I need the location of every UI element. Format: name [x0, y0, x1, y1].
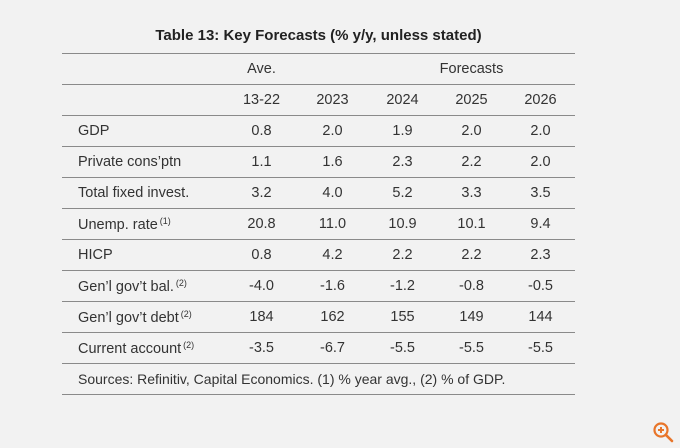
table-cell: 162 [297, 301, 368, 333]
table-cell: 2.0 [297, 115, 368, 147]
row-label: Gen’l gov’t debt (2) [62, 301, 226, 333]
table-cell: 1.6 [297, 146, 368, 178]
table-cell: -1.2 [368, 270, 437, 302]
table-cell: -6.7 [297, 332, 368, 364]
footnote-marker: (2) [183, 339, 195, 350]
table-cell: -5.5 [506, 332, 575, 364]
table-cell: 2.3 [506, 239, 575, 271]
table-cell: 4.2 [297, 239, 368, 271]
table-row: HICP 0.8 4.2 2.2 2.2 2.3 [62, 239, 575, 271]
table-cell: 2.0 [506, 146, 575, 178]
table-cell: 10.1 [437, 208, 506, 240]
year-header: 2026 [506, 84, 575, 116]
table-cell: 11.0 [297, 208, 368, 240]
table-cell: 2.2 [437, 146, 506, 178]
sources-row: Sources: Refinitiv, Capital Economics. (… [62, 363, 575, 395]
row-label: Current account (2) [62, 332, 226, 364]
table-cell: 20.8 [226, 208, 297, 240]
row-label: Unemp. rate (1) [62, 208, 226, 240]
table-cell: 2.0 [506, 115, 575, 147]
table-cell: 0.8 [226, 239, 297, 271]
table-row: GDP 0.8 2.0 1.9 2.0 2.0 [62, 115, 575, 147]
table-cell: 2.2 [368, 239, 437, 271]
table-cell: -0.8 [437, 270, 506, 302]
footnote-marker: (2) [175, 277, 187, 288]
header-row-group: Ave. Forecasts [62, 53, 575, 85]
footnote-marker: (2) [180, 308, 192, 319]
table-cell: 2.2 [437, 239, 506, 271]
table-cell: 3.3 [437, 177, 506, 209]
row-label: HICP [62, 239, 226, 271]
table-cell: 3.2 [226, 177, 297, 209]
table-cell: -4.0 [226, 270, 297, 302]
table-cell: 3.5 [506, 177, 575, 209]
table-row: Gen’l gov’t bal. (2) -4.0 -1.6 -1.2 -0.8 -0.5 [62, 270, 575, 302]
year-header: 2025 [437, 84, 506, 116]
table-row: Current account (2) -3.5 -6.7 -5.5 -5.5 -5.5 [62, 332, 575, 364]
row-label: Gen’l gov’t bal. (2) [62, 270, 226, 302]
table-cell: 184 [226, 301, 297, 333]
table-cell: 10.9 [368, 208, 437, 240]
sources-note: Sources: Refinitiv, Capital Economics. (… [62, 363, 575, 395]
table-row: Gen’l gov’t debt (2) 184 162 155 149 144 [62, 301, 575, 333]
footnote-marker: (1) [159, 215, 171, 226]
table-cell: 155 [368, 301, 437, 333]
table-cell: 0.8 [226, 115, 297, 147]
table-cell: 149 [437, 301, 506, 333]
average-header: Ave. [226, 53, 297, 85]
table-cell: -0.5 [506, 270, 575, 302]
year-header: 13-22 [226, 84, 297, 116]
table-row: Unemp. rate (1) 20.8 11.0 10.9 10.1 9.4 [62, 208, 575, 240]
table-cell: 2.3 [368, 146, 437, 178]
table-title: Table 13: Key Forecasts (% y/y, unless s… [155, 27, 482, 44]
table-cell: 5.2 [368, 177, 437, 209]
table-cell: 9.4 [506, 208, 575, 240]
table-cell: 4.0 [297, 177, 368, 209]
header-row-years: 13-22 2023 2024 2025 2026 [62, 84, 575, 116]
row-label: Private cons’ptn [62, 146, 226, 178]
table-cell: 1.9 [368, 115, 437, 147]
table-cell: -1.6 [297, 270, 368, 302]
table-cell: -5.5 [437, 332, 506, 364]
year-header: 2024 [368, 84, 437, 116]
zoom-in-icon[interactable] [651, 420, 675, 444]
table-row: Total fixed invest. 3.2 4.0 5.2 3.3 3.5 [62, 177, 575, 209]
row-label: Total fixed invest. [62, 177, 226, 209]
table-cell: -3.5 [226, 332, 297, 364]
year-header: 2023 [297, 84, 368, 116]
table-cell: 1.1 [226, 146, 297, 178]
table-row: Private cons’ptn 1.1 1.6 2.3 2.2 2.0 [62, 146, 575, 178]
row-label: GDP [62, 115, 226, 147]
forecasts-header: Forecasts [368, 53, 575, 85]
table-cell: 2.0 [437, 115, 506, 147]
table-cell: 144 [506, 301, 575, 333]
forecast-table: Ave. Forecasts 13-22 2023 2024 2025 2026… [62, 53, 575, 395]
table-cell: -5.5 [368, 332, 437, 364]
